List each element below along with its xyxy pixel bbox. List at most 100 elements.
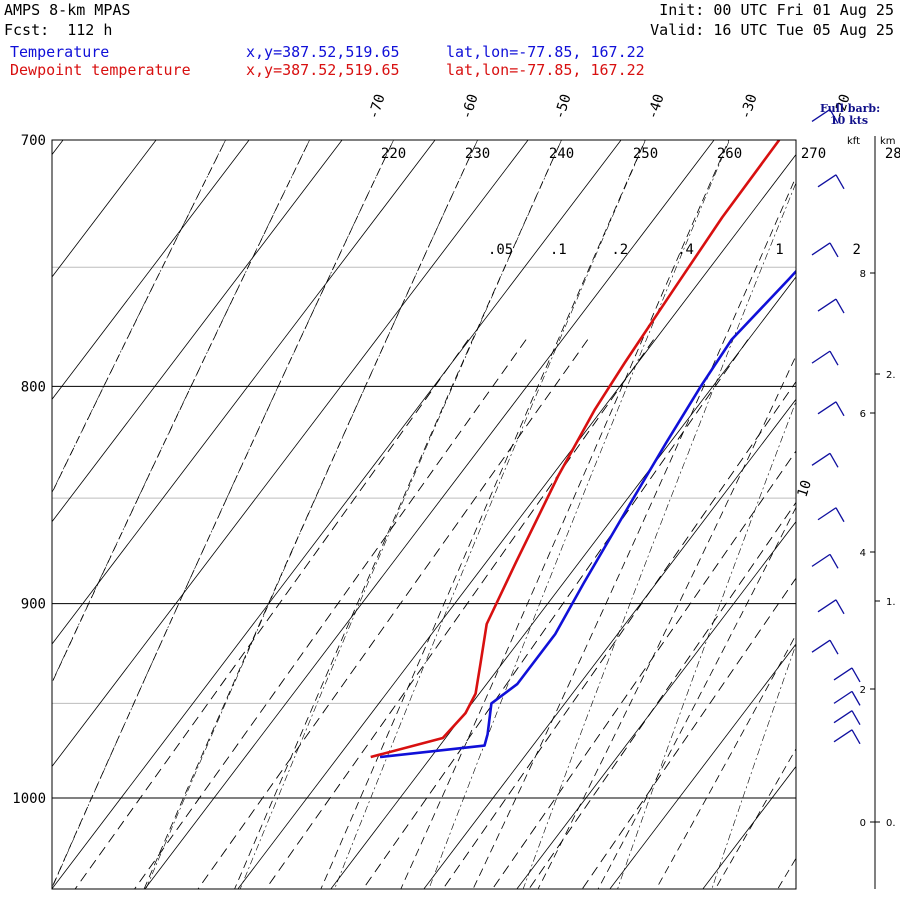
dry-adiabat xyxy=(428,140,730,889)
barb-flag xyxy=(835,507,845,523)
barb-staff xyxy=(811,242,831,256)
barb-staff xyxy=(811,553,831,567)
kft-header: kft xyxy=(847,136,860,147)
moist-adiabat xyxy=(234,140,562,889)
dewpoint-profile xyxy=(370,140,781,759)
moist-adiabat xyxy=(52,140,311,684)
mixing-ratio-line xyxy=(74,339,469,889)
barb-staff xyxy=(811,452,831,466)
kft-label: 4 xyxy=(860,548,866,559)
temperature-profile xyxy=(379,269,796,759)
barb-flag xyxy=(851,729,861,745)
mixing-ratio-label: .05 xyxy=(488,242,513,258)
legend-dewpoint-label: Dewpoint temperature xyxy=(10,61,191,79)
mixing-ratio-line xyxy=(362,339,749,889)
barb-key-line1: Full barb: xyxy=(820,102,880,115)
barb-staff xyxy=(817,174,837,188)
isotherm xyxy=(330,276,796,889)
pressure-label: 800 xyxy=(21,379,46,395)
barb-staff xyxy=(811,108,831,122)
isotherm xyxy=(52,140,529,768)
km-header: km xyxy=(880,136,896,147)
wind-barb xyxy=(817,174,845,190)
barb-staff xyxy=(833,667,853,681)
mixing-ratio-label: 2 xyxy=(852,242,860,258)
legend-temperature-label: Temperature xyxy=(10,43,110,61)
wind-barbs xyxy=(811,108,861,745)
barb-flag xyxy=(829,242,839,258)
barb-staff xyxy=(833,690,853,704)
isotherm-label: -60 xyxy=(459,92,482,121)
barb-flag xyxy=(851,710,861,726)
theta-label: 240 xyxy=(549,146,574,162)
mixing-ratio-line xyxy=(197,339,589,889)
theta-label: 270 xyxy=(801,146,826,162)
isotherm-label: -20 xyxy=(831,92,854,121)
plot-frame xyxy=(51,139,797,890)
grid-layer xyxy=(52,87,900,900)
wind-barb xyxy=(833,710,861,726)
isotherm xyxy=(609,643,796,889)
wind-barb xyxy=(811,553,839,569)
barb-staff xyxy=(817,298,837,312)
dry-adiabat xyxy=(145,140,478,889)
wind-barb xyxy=(811,108,839,124)
isotherm xyxy=(52,140,436,645)
barb-flag xyxy=(829,554,839,569)
moist-adiabat xyxy=(52,140,227,494)
dry-adiabat xyxy=(522,182,796,889)
mixing-ratio-line xyxy=(265,339,654,889)
wind-barb xyxy=(811,639,839,655)
barb-flag xyxy=(829,639,839,655)
barb-staff xyxy=(817,401,837,415)
isotherm xyxy=(52,140,622,889)
barb-flag xyxy=(835,174,845,190)
moist-adiabat xyxy=(52,140,395,889)
wind-barb xyxy=(811,350,839,366)
mixing-ratio-label: .2 xyxy=(611,242,628,258)
moist-adiabat xyxy=(537,354,796,889)
moist-adiabat xyxy=(400,140,730,889)
km-label: 0. xyxy=(886,818,896,829)
barb-flag xyxy=(829,453,839,468)
wind-barb xyxy=(817,401,845,417)
isotherm-label: 10 xyxy=(795,478,815,499)
wind-barb xyxy=(833,690,861,706)
profile-layer xyxy=(370,140,796,759)
wind-barb xyxy=(811,452,839,468)
moist-adiabat xyxy=(472,175,796,889)
axis-labels: 7008009001000-70-60-50-40-30-20-10010220… xyxy=(12,92,900,807)
moist-adiabat xyxy=(655,633,796,889)
kft-label: 2 xyxy=(860,685,866,696)
theta-label: 260 xyxy=(717,146,742,162)
mixing-ratio-line xyxy=(581,577,796,889)
barb-flag xyxy=(829,350,839,366)
isotherm xyxy=(423,398,796,889)
isotherm xyxy=(237,153,796,889)
legend-dewpoint-latlon: lat,lon=-77.85, 167.22 xyxy=(446,61,645,79)
moist-adiabat xyxy=(143,140,479,889)
barb-flag xyxy=(829,109,839,124)
kft-label: 0 xyxy=(860,818,866,829)
isotherm xyxy=(702,765,796,889)
dry-adiabat xyxy=(239,140,562,889)
isotherm xyxy=(52,140,157,278)
dry-adiabat xyxy=(52,140,226,494)
dry-adiabat xyxy=(52,140,310,683)
dry-adiabat xyxy=(334,140,646,889)
mixing-ratio-line xyxy=(491,450,796,889)
legend-dewpoint-xy: x,y=387.52,519.65 xyxy=(246,61,400,79)
wind-barb xyxy=(817,298,845,314)
init-time: Init: 00 UTC Fri 01 Aug 25 xyxy=(659,1,894,19)
barb-key-line2: 10 kts xyxy=(830,114,868,127)
barb-flag xyxy=(851,691,861,706)
wind-barb xyxy=(833,729,861,745)
barb-staff xyxy=(817,599,837,613)
barb-flag xyxy=(835,599,845,615)
wind-barb xyxy=(817,507,845,523)
wind-barb xyxy=(811,242,839,258)
mixing-ratio-line xyxy=(528,501,796,889)
moist-adiabat xyxy=(835,87,900,900)
isotherm-label: -50 xyxy=(552,92,575,121)
